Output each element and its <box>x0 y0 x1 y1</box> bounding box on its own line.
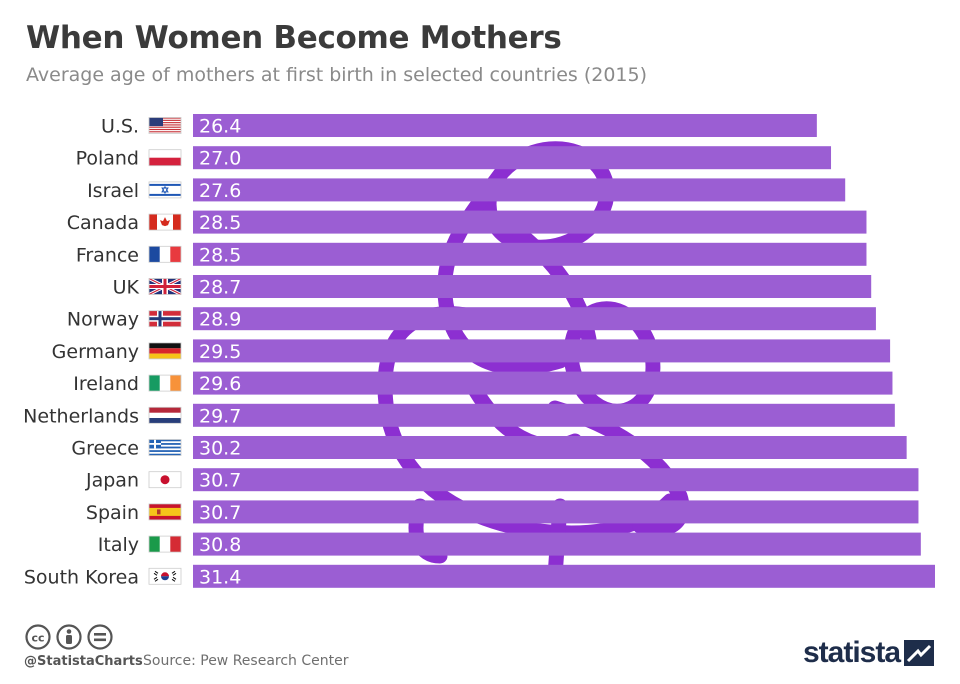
value-label: 29.5 <box>199 341 241 363</box>
value-label: 26.4 <box>199 116 241 138</box>
bar-italy <box>193 532 921 556</box>
value-label: 28.5 <box>199 212 241 234</box>
statista-logo-icon <box>904 640 935 666</box>
uk-flag-icon <box>148 277 182 296</box>
poland-flag-icon <box>148 149 182 167</box>
twitter-handle: @StatistaCharts <box>24 654 143 669</box>
bars-group <box>193 114 935 588</box>
nd-icon <box>87 624 113 650</box>
value-label: 29.7 <box>199 405 241 427</box>
bar-israel <box>193 178 846 202</box>
by-icon <box>56 624 82 650</box>
statista-logo: statista <box>803 636 935 670</box>
germany-flag-icon <box>148 342 182 360</box>
category-label: Netherlands <box>23 405 139 427</box>
bar-south-korea <box>193 564 935 588</box>
value-labels-group: 26.4 27.0 27.6 28.5 28.5 28.7 28.9 29.5 29.6 29.7… <box>199 116 241 589</box>
source-text: Source: Pew Research Center <box>143 653 349 669</box>
svg-text:cc: cc <box>31 632 44 645</box>
category-label: Poland <box>76 148 139 170</box>
bar-ireland <box>193 371 893 395</box>
spain-flag-icon <box>148 503 182 521</box>
chart-title: When Women Become Mothers <box>26 20 562 56</box>
italy-flag-icon <box>148 535 182 553</box>
france-flag-icon <box>148 245 182 263</box>
chart-subtitle: Average age of mothers at first birth in… <box>26 64 647 86</box>
category-label: Germany <box>52 341 139 363</box>
ireland-flag-icon <box>148 374 182 392</box>
flags-group <box>148 117 182 585</box>
bar-poland <box>193 146 832 170</box>
canada-flag-icon <box>148 213 182 231</box>
category-label: Ireland <box>73 373 139 395</box>
category-label: UK <box>113 277 140 299</box>
value-label: 28.9 <box>199 309 241 331</box>
bar-uk <box>193 275 872 298</box>
value-label: 28.7 <box>199 277 241 299</box>
category-labels-group: U.S. Poland Israel Canada France UK Norway Germ… <box>23 116 139 589</box>
statista-logo-text: statista <box>803 636 901 669</box>
category-label: Norway <box>67 309 139 331</box>
value-label: 30.8 <box>199 534 241 556</box>
value-label: 30.7 <box>199 470 241 492</box>
bar-spain <box>193 500 919 524</box>
us-flag-icon <box>148 117 182 134</box>
category-label: Israel <box>87 180 139 202</box>
value-label: 30.2 <box>199 438 241 460</box>
norway-flag-icon <box>148 310 182 328</box>
value-label: 27.0 <box>199 148 241 170</box>
bar-greece <box>193 436 907 459</box>
category-label: Japan <box>85 470 139 492</box>
category-label: U.S. <box>101 116 139 138</box>
bar-u-s- <box>193 114 817 137</box>
license-icons: cc <box>24 622 124 656</box>
greece-flag-icon <box>148 439 182 456</box>
value-label: 28.5 <box>199 244 241 266</box>
south-korea-flag-icon <box>148 567 182 585</box>
category-label: Canada <box>67 212 139 234</box>
netherlands-flag-icon <box>148 406 182 424</box>
category-label: Greece <box>71 438 139 460</box>
cc-icon: cc <box>25 624 51 650</box>
category-label: Spain <box>86 502 139 524</box>
bar-norway <box>193 307 876 331</box>
bar-netherlands <box>193 403 895 427</box>
value-label: 31.4 <box>199 566 241 588</box>
israel-flag-icon <box>148 181 182 199</box>
category-label: France <box>76 244 139 266</box>
value-label: 29.6 <box>199 373 241 395</box>
bar-japan <box>193 468 919 492</box>
japan-flag-icon <box>148 471 182 489</box>
value-label: 27.6 <box>199 180 241 202</box>
category-label: South Korea <box>24 566 139 588</box>
bar-chart: U.S. Poland Israel Canada France UK Norway Germ… <box>23 114 935 589</box>
bar-germany <box>193 339 891 363</box>
bar-france <box>193 242 867 266</box>
value-label: 30.7 <box>199 502 241 524</box>
bar-canada <box>193 210 867 234</box>
category-label: Italy <box>98 534 139 556</box>
